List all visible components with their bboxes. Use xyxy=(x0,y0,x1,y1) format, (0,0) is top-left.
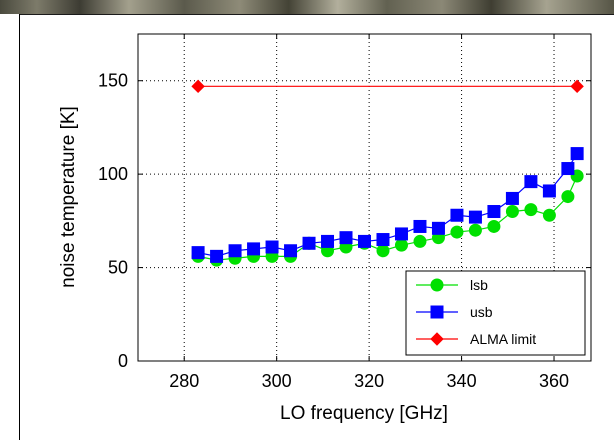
axis-ticks: 280 300 320 340 360 0 50 100 150 xyxy=(98,34,591,391)
usb-point xyxy=(284,244,298,258)
usb-point xyxy=(468,210,482,224)
photo-strip-edge xyxy=(0,14,614,15)
y-tick-label: 150 xyxy=(98,71,128,91)
y-tick-label: 0 xyxy=(118,351,128,371)
usb-point xyxy=(321,234,335,248)
lsb-point xyxy=(468,223,482,237)
lsb-point xyxy=(505,205,519,219)
lsb-line xyxy=(197,175,578,261)
x-tick-label: 280 xyxy=(169,371,199,391)
usb-point xyxy=(358,234,371,248)
usb-point xyxy=(431,221,445,235)
legend-marker-usb xyxy=(430,305,444,319)
left-margin xyxy=(0,14,20,440)
lsb-point xyxy=(413,234,427,248)
usb-point xyxy=(394,227,408,241)
usb-point xyxy=(191,246,205,260)
lsb-point xyxy=(394,238,408,252)
y-axis-label: noise temperature [K] xyxy=(58,106,79,288)
photo-strip xyxy=(0,0,614,14)
usb-point xyxy=(339,231,353,245)
legend-label-alma-limit: ALMA limit xyxy=(470,331,536,347)
usb-point xyxy=(505,191,519,205)
lsb-point xyxy=(542,208,556,222)
usb-point xyxy=(210,249,224,263)
usb-point xyxy=(542,184,556,198)
usb-point xyxy=(487,205,501,219)
x-tick-label: 340 xyxy=(447,371,477,391)
usb-point xyxy=(524,175,538,189)
legend-marker-lsb xyxy=(430,278,444,292)
legend-label-usb: usb xyxy=(470,304,493,320)
usb-point xyxy=(570,147,584,161)
lsb-point xyxy=(376,244,390,258)
data-series xyxy=(191,79,584,267)
legend: lsb usb ALMA limit xyxy=(405,270,586,356)
lsb-point xyxy=(524,203,538,217)
alma-limit-point xyxy=(570,79,584,94)
plot-frame xyxy=(137,33,592,362)
x-axis-label: LO frequency [GHz] xyxy=(280,403,448,424)
usb-point xyxy=(561,162,575,176)
legend-marker-alma-limit xyxy=(430,332,444,346)
y-tick-label: 50 xyxy=(108,258,128,278)
legend-label-lsb: lsb xyxy=(470,277,488,293)
usb-point xyxy=(302,236,316,250)
frame-line xyxy=(19,14,20,440)
lsb-point xyxy=(487,219,501,233)
lsb-point xyxy=(561,190,575,204)
usb-point xyxy=(376,233,390,247)
x-tick-label: 320 xyxy=(354,371,384,391)
x-tick-label: 360 xyxy=(539,371,569,391)
usb-point xyxy=(413,219,427,233)
series-alma-limit xyxy=(191,79,584,94)
lsb-point xyxy=(450,225,464,239)
usb-point xyxy=(265,240,279,254)
x-tick-label: 300 xyxy=(262,371,292,391)
usb-point xyxy=(247,242,261,256)
usb-point xyxy=(450,208,464,222)
y-tick-label: 100 xyxy=(98,164,128,184)
alma-limit-point xyxy=(191,79,205,94)
usb-line xyxy=(197,153,578,257)
series-usb xyxy=(191,147,584,263)
usb-point xyxy=(228,244,242,258)
